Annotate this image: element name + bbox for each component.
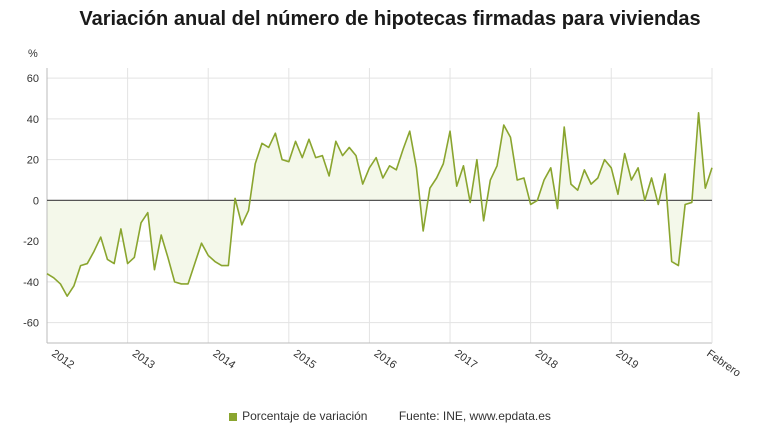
- legend-item: Porcentaje de variación: [229, 409, 371, 423]
- y-tick-label: -40: [23, 277, 39, 289]
- axis-layer: [46, 68, 713, 344]
- y-tick-label: 40: [27, 114, 39, 126]
- x-tick-label: Febrero: [704, 348, 742, 380]
- source-text: Fuente: INE, www.epdata.es: [398, 408, 551, 423]
- x-tick-label: 2012: [49, 348, 76, 372]
- y-tick-label: -20: [23, 236, 39, 248]
- y-tick-label: 60: [27, 73, 39, 85]
- legend-swatch: [229, 412, 238, 421]
- chart-title: Variación anual del número de hipotecas …: [79, 8, 701, 30]
- x-tick-label: 2017: [452, 348, 479, 372]
- y-tick-label: -60: [23, 318, 39, 330]
- legend: Porcentaje de variación Fuente: INE, www…: [0, 408, 780, 423]
- x-tick-label: 2015: [291, 348, 318, 372]
- x-tick-label: 2013: [130, 348, 157, 372]
- area-fill: [47, 112, 712, 297]
- x-tick-label: 2018: [533, 348, 560, 372]
- y-tick-label: 20: [27, 155, 39, 167]
- legend-label: Porcentaje de variación: [242, 408, 368, 423]
- x-tick-label: 2016: [372, 348, 399, 372]
- series-line: [46, 112, 713, 297]
- y-axis-unit: %: [28, 48, 38, 60]
- x-tick-label: 2019: [614, 348, 641, 372]
- y-tick-label: 0: [33, 195, 39, 207]
- x-tick-label: 2014: [210, 348, 237, 372]
